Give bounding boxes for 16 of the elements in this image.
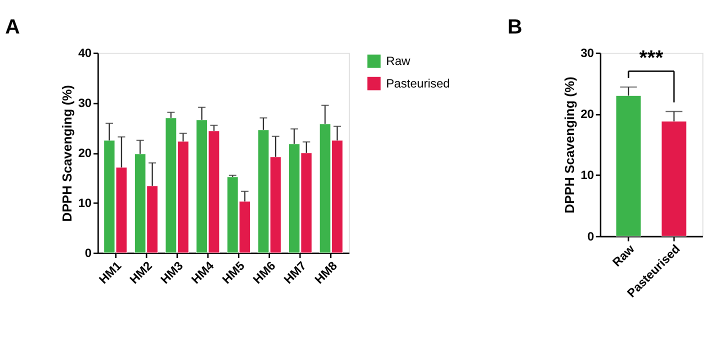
y-axis-title: DPPH Scavenging (%) [562, 76, 578, 214]
y-tick-label: 20 [580, 107, 594, 122]
chart-title: B [508, 15, 522, 38]
y-tick-label: 40 [78, 46, 92, 60]
chart-title: A [5, 15, 20, 38]
y-tick-label: 0 [587, 229, 594, 244]
y-tick-label: 20 [78, 146, 92, 160]
legend-label: Pasteurised [386, 76, 450, 90]
legend-label: Raw [386, 54, 411, 68]
y-tick-label: 30 [78, 96, 92, 110]
y-tick-label: 0 [84, 246, 92, 260]
y-tick-label: 10 [580, 168, 594, 182]
y-axis-title: DPPH Scavenging (%) [60, 84, 75, 222]
annotation: *** [639, 46, 664, 70]
y-tick-label: 30 [580, 46, 594, 60]
y-tick-label: 10 [78, 196, 92, 210]
